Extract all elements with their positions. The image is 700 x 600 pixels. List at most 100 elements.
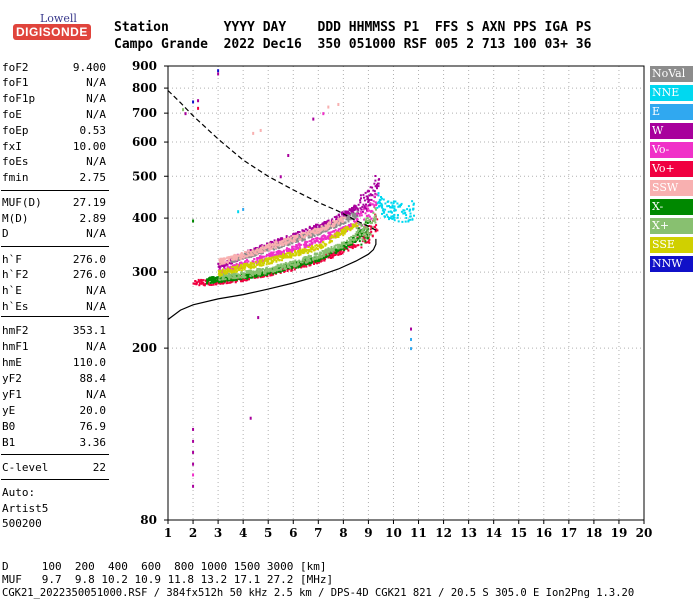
echo-point-vo- bbox=[369, 210, 372, 213]
echo-point-vo- bbox=[296, 244, 299, 247]
echo-point-vo- bbox=[303, 265, 306, 268]
y-tick-label: 300 bbox=[132, 265, 157, 279]
echo-point-ssw bbox=[332, 219, 335, 222]
echo-point-x- bbox=[326, 253, 329, 256]
echo-point-noval bbox=[328, 223, 331, 226]
echo-point-vo- bbox=[251, 260, 254, 263]
legend-item-noval: NoVal bbox=[650, 66, 693, 82]
echo-point-vo- bbox=[362, 236, 365, 239]
echo-point-ssw bbox=[269, 248, 272, 250]
echo-point-x- bbox=[316, 256, 319, 259]
echo-point-x- bbox=[294, 263, 297, 266]
echo-point-x- bbox=[216, 276, 219, 279]
echo-point-x- bbox=[206, 282, 208, 285]
echo-point-w bbox=[357, 203, 360, 206]
echo-point-sse bbox=[288, 256, 291, 259]
echo-point-ssw bbox=[279, 240, 282, 243]
echo-point-x- bbox=[236, 273, 239, 276]
auto-code: 500200 bbox=[2, 517, 42, 530]
echo-point-x- bbox=[323, 252, 325, 255]
echo-point-vo- bbox=[278, 252, 281, 255]
echo-point-nne bbox=[393, 207, 396, 210]
echo-point-sse bbox=[298, 250, 301, 253]
echo-point-ssw bbox=[314, 228, 317, 231]
echo-point-ssw bbox=[219, 263, 222, 266]
echo-point-x- bbox=[314, 252, 316, 255]
echo-point-ssw bbox=[221, 257, 224, 260]
scatter-point bbox=[242, 207, 245, 211]
echo-point-vo- bbox=[207, 281, 210, 284]
echo-point-sse bbox=[284, 254, 287, 257]
param-label: h`F2 bbox=[2, 268, 29, 281]
echo-point-sse bbox=[299, 248, 301, 251]
echo-point-vo- bbox=[350, 223, 352, 226]
echo-point-x- bbox=[206, 279, 209, 282]
echo-point-x- bbox=[217, 278, 220, 281]
echo-point-sse bbox=[307, 250, 310, 253]
echo-point-ssw bbox=[252, 254, 255, 257]
echo-point-vo- bbox=[354, 245, 357, 248]
echo-point-vo- bbox=[274, 253, 277, 256]
echo-point-x- bbox=[268, 268, 271, 271]
echo-point-nne bbox=[392, 200, 395, 203]
echo-point-noval bbox=[351, 214, 354, 217]
echo-point-x- bbox=[363, 223, 366, 226]
echo-point-sse bbox=[347, 226, 350, 229]
echo-point-vo- bbox=[353, 220, 356, 223]
echo-point-x- bbox=[213, 277, 216, 280]
echo-point-vo- bbox=[253, 258, 256, 260]
echo-point-x- bbox=[274, 266, 277, 269]
echo-point-nne bbox=[393, 205, 396, 208]
echo-point-vo- bbox=[306, 240, 309, 243]
echo-point-sse bbox=[312, 246, 315, 249]
param-label: foF1 bbox=[2, 76, 29, 89]
echo-point-sse bbox=[228, 270, 231, 272]
echo-point-noval bbox=[291, 242, 294, 245]
echo-point-nne bbox=[409, 208, 412, 211]
echo-point-ssw bbox=[318, 231, 321, 234]
echo-point-ssw bbox=[340, 220, 343, 223]
echo-point-w bbox=[354, 208, 357, 211]
echo-point-vo- bbox=[263, 255, 266, 258]
echo-point-vo- bbox=[304, 246, 307, 249]
echo-point-x- bbox=[278, 268, 281, 271]
echo-point-w bbox=[305, 228, 308, 231]
echo-point-vo- bbox=[365, 205, 368, 208]
echo-point-x- bbox=[325, 256, 327, 259]
echo-point-noval bbox=[335, 225, 338, 228]
echo-point-ssw bbox=[331, 223, 334, 225]
echo-point-vo- bbox=[228, 266, 230, 269]
echo-point-ssw bbox=[294, 236, 297, 239]
echo-point-sse bbox=[346, 228, 349, 231]
param-value: 3.36 bbox=[79, 436, 107, 449]
echo-point-sse bbox=[274, 257, 277, 260]
scatter-point bbox=[217, 69, 220, 73]
echo-point-x- bbox=[374, 207, 377, 210]
echo-point-x- bbox=[314, 259, 316, 262]
param-label: h`F bbox=[2, 253, 22, 266]
echo-point-vo- bbox=[338, 253, 341, 256]
echo-point-ssw bbox=[247, 252, 250, 255]
echo-point-nne bbox=[396, 214, 399, 217]
echo-point-sse bbox=[294, 254, 297, 257]
scatter-point bbox=[249, 416, 252, 420]
echo-point-x- bbox=[264, 272, 267, 275]
echo-point-x- bbox=[256, 268, 259, 270]
echo-point-w bbox=[359, 194, 362, 197]
echo-point-w bbox=[330, 219, 333, 222]
echo-point-nne bbox=[400, 210, 403, 213]
echo-point-sse bbox=[232, 269, 235, 272]
echo-point-vo- bbox=[328, 234, 331, 237]
echo-point-vo- bbox=[271, 252, 274, 255]
echo-point-x- bbox=[316, 260, 319, 263]
echo-point-x- bbox=[363, 232, 366, 235]
header-values: Campo Grande 2022 Dec16 350 051000 RSF 0… bbox=[114, 37, 592, 52]
echo-point-x- bbox=[209, 282, 212, 284]
echo-point-w bbox=[363, 199, 366, 202]
echo-point-nne bbox=[404, 220, 407, 223]
echo-point-vo- bbox=[252, 261, 255, 264]
echo-point-nne bbox=[386, 215, 389, 218]
echo-point-w bbox=[368, 194, 371, 197]
echo-point-x- bbox=[355, 233, 358, 236]
echo-point-ssw bbox=[229, 256, 232, 259]
